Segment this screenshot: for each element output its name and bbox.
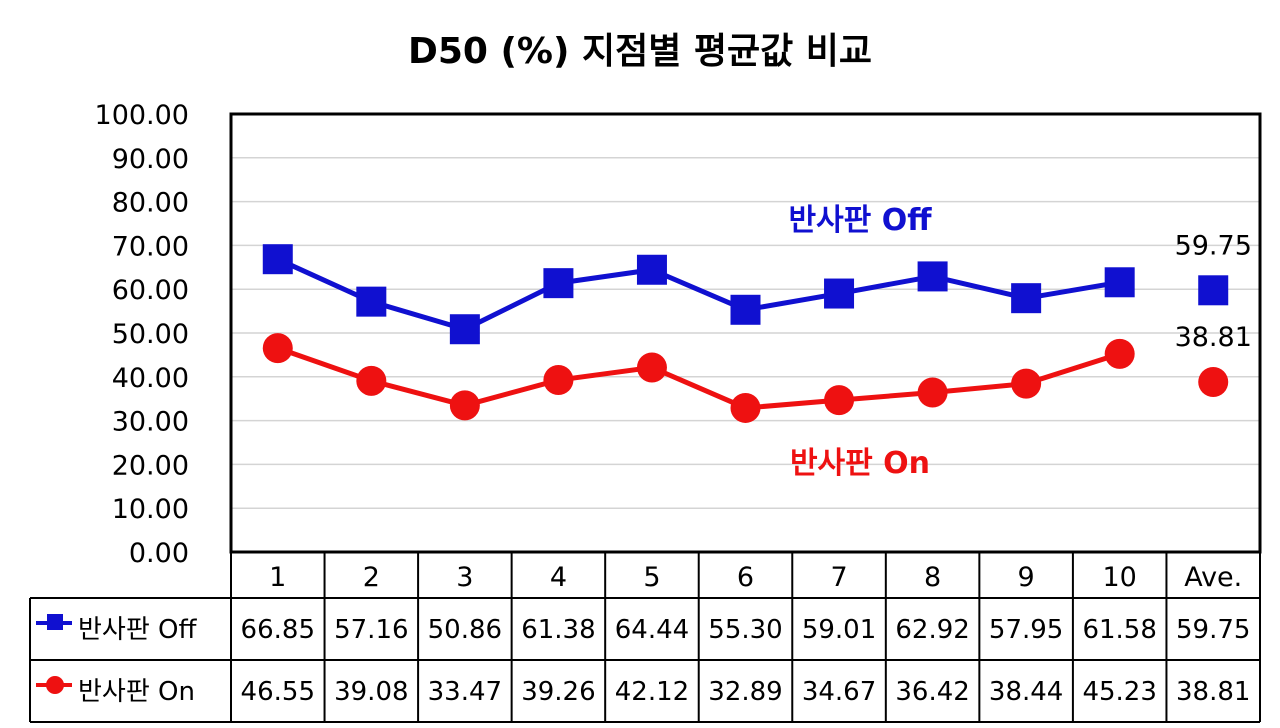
table-cell-value: 57.16 <box>334 615 408 645</box>
data-point-marker <box>1104 338 1135 369</box>
table-cell-value: 66.85 <box>241 615 315 645</box>
data-point-marker <box>262 244 293 275</box>
y-tick-label: 30.00 <box>112 407 189 438</box>
table-cell-value: 61.58 <box>1082 615 1156 645</box>
series-line <box>276 345 1121 411</box>
x-category-label: 8 <box>924 562 941 593</box>
table-cell-value: 57.95 <box>989 615 1063 645</box>
data-point-marker <box>917 377 948 408</box>
plot-frame <box>229 112 1262 554</box>
y-tick-label: 70.00 <box>112 231 189 262</box>
table-cell-value: 59.01 <box>802 615 876 645</box>
data-point-marker <box>356 365 387 396</box>
data-table: 1 2 3 4 5 6 7 8 9 10 Ave. 반사판 Off 66.85 57.16 50.86 61.… <box>29 552 1261 723</box>
table-cell-value: 45.23 <box>1082 677 1156 707</box>
data-point-marker <box>636 352 667 383</box>
x-category-label: 7 <box>830 562 847 593</box>
y-tick-label: 100.00 <box>95 100 189 131</box>
series-lines: 59.75 반사판 Off 38.81 반사판 On <box>262 203 1252 481</box>
x-category-label: 4 <box>550 562 567 593</box>
chart-title: D50 (%) 지점별 평균값 비교 <box>407 31 873 72</box>
y-tick-label: 40.00 <box>112 363 189 394</box>
data-point-marker <box>730 294 761 325</box>
data-point-marker <box>1198 275 1229 306</box>
table-cell-value: 38.81 <box>1176 677 1250 707</box>
data-point-marker <box>543 365 574 396</box>
x-category-label: 3 <box>456 562 473 593</box>
gridlines <box>231 157 1260 509</box>
data-point-marker <box>1104 267 1135 298</box>
legend-key-marker <box>47 614 63 630</box>
legend-series-name: 반사판 On <box>78 677 195 707</box>
table-cell-value: 42.12 <box>615 677 689 707</box>
y-tick-label: 90.00 <box>112 144 189 175</box>
y-tick-label: 10.00 <box>112 494 189 525</box>
data-point-marker <box>449 390 480 421</box>
x-category-label: 1 <box>269 562 286 593</box>
y-tick-label: 20.00 <box>112 450 189 481</box>
x-category-label: Ave. <box>1184 562 1242 593</box>
average-data-label: 59.75 <box>1175 230 1252 261</box>
data-point-marker <box>824 385 855 416</box>
table-cell-value: 32.89 <box>708 677 782 707</box>
data-point-marker <box>824 278 855 309</box>
table-cell-value: 34.67 <box>802 677 876 707</box>
data-point-marker <box>636 254 667 285</box>
average-data-label: 38.81 <box>1175 322 1252 353</box>
series-label: 반사판 Off <box>788 203 932 238</box>
x-category-label: 2 <box>363 562 380 593</box>
data-point-marker <box>262 333 293 364</box>
series-line <box>276 256 1121 332</box>
legend-series-name: 반사판 Off <box>78 615 197 645</box>
table-cell-value: 55.30 <box>708 615 782 645</box>
y-tick-label: 0.00 <box>129 538 189 569</box>
table-cell-value: 59.75 <box>1176 615 1250 645</box>
data-point-marker <box>1011 368 1042 399</box>
y-tick-label: 60.00 <box>112 275 189 306</box>
data-point-marker <box>356 286 387 317</box>
data-point-marker <box>1011 283 1042 314</box>
data-point-marker <box>730 392 761 423</box>
data-point-marker <box>543 268 574 299</box>
y-axis: 0.00 10.00 20.00 30.00 40.00 50.00 60.00 70.00 8… <box>95 100 189 569</box>
table-cell-value: 38.44 <box>989 677 1063 707</box>
legend-key-marker <box>46 676 64 694</box>
table-cell-value: 39.26 <box>521 677 595 707</box>
table-cell-value: 64.44 <box>615 615 689 645</box>
table-cell-value: 61.38 <box>521 615 595 645</box>
x-category-label: 5 <box>643 562 660 593</box>
data-point-marker <box>449 314 480 345</box>
table-cell-value: 39.08 <box>334 677 408 707</box>
table-cell-value: 36.42 <box>895 677 969 707</box>
series-label: 반사판 On <box>790 446 930 481</box>
y-tick-label: 80.00 <box>112 188 189 219</box>
table-cell-value: 46.55 <box>241 677 315 707</box>
data-point-marker <box>1198 367 1229 398</box>
table-cell-value: 62.92 <box>895 615 969 645</box>
table-cell-value: 50.86 <box>428 615 502 645</box>
x-category-label: 6 <box>737 562 754 593</box>
table-cell-value: 33.47 <box>428 677 502 707</box>
x-category-label: 10 <box>1103 562 1137 593</box>
y-tick-label: 50.00 <box>112 319 189 350</box>
data-point-marker <box>917 261 948 292</box>
x-category-label: 9 <box>1018 562 1035 593</box>
